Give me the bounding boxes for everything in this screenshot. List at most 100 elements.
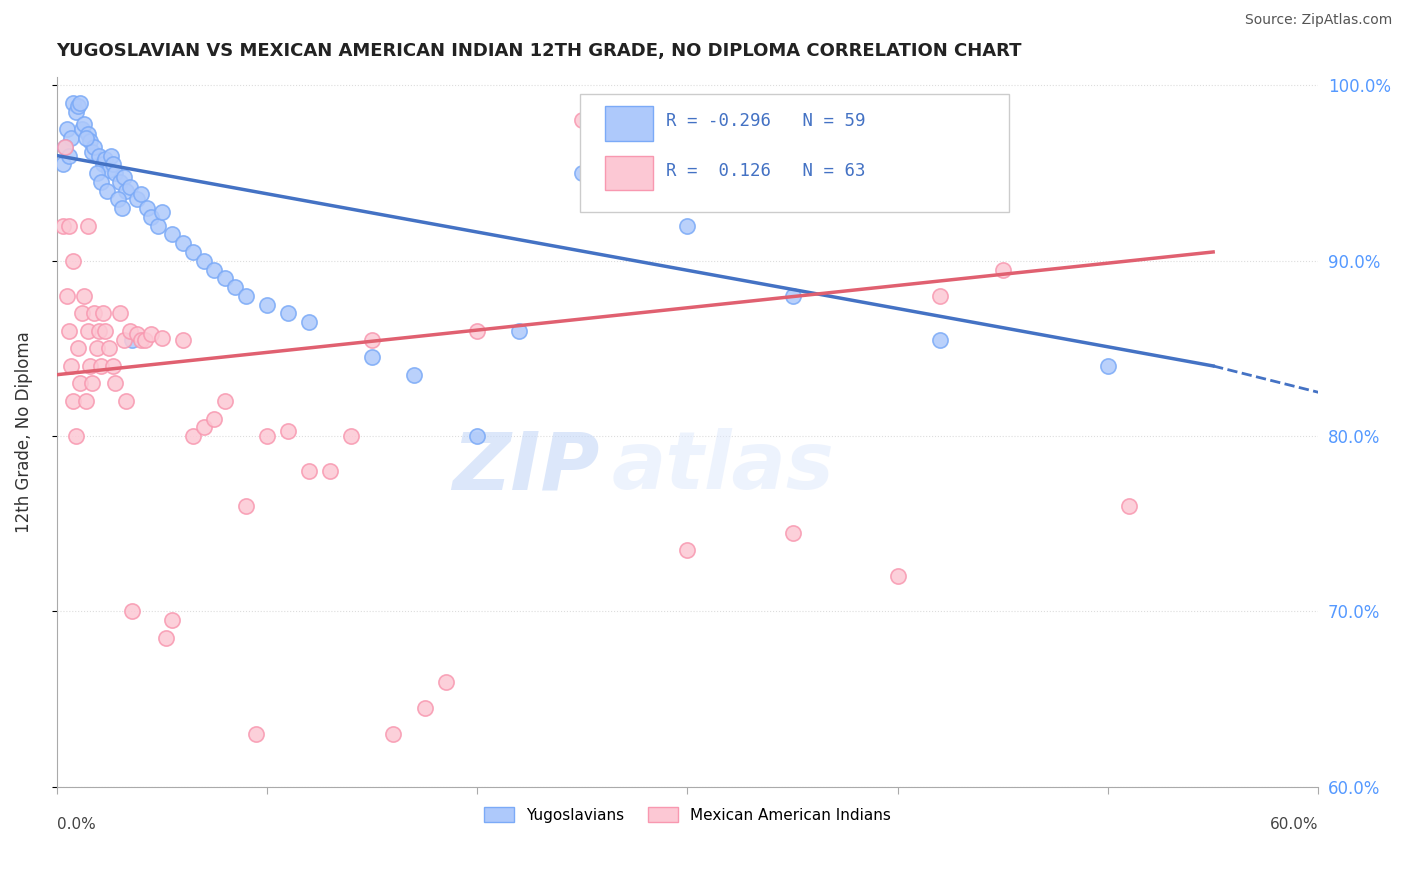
Point <box>52 219 75 233</box>
Point <box>90 359 112 373</box>
Point <box>83 140 105 154</box>
FancyBboxPatch shape <box>581 95 1010 211</box>
Point <box>193 253 215 268</box>
Point <box>224 280 246 294</box>
Point <box>108 175 131 189</box>
Point <box>75 394 97 409</box>
Point <box>319 464 342 478</box>
Point <box>96 184 118 198</box>
Point <box>120 180 142 194</box>
Text: ZIP: ZIP <box>451 428 599 507</box>
Point <box>162 227 184 242</box>
Point <box>70 306 93 320</box>
Point <box>129 333 152 347</box>
Point <box>676 543 699 558</box>
Point <box>256 297 278 311</box>
Point <box>361 350 384 364</box>
Point <box>571 113 593 128</box>
Point <box>155 631 177 645</box>
Point <box>129 187 152 202</box>
Point <box>676 219 699 233</box>
Point <box>86 342 108 356</box>
Point <box>361 333 384 347</box>
Point <box>465 324 488 338</box>
Point <box>782 525 804 540</box>
Point <box>382 727 405 741</box>
Point <box>91 157 114 171</box>
Point <box>121 605 143 619</box>
Point <box>91 306 114 320</box>
Point <box>58 148 80 162</box>
Point <box>70 122 93 136</box>
Point <box>107 192 129 206</box>
Point <box>298 315 321 329</box>
Legend: Yugoslavians, Mexican American Indians: Yugoslavians, Mexican American Indians <box>478 801 897 829</box>
Point <box>162 613 184 627</box>
Point <box>65 429 87 443</box>
Text: R = -0.296   N = 59: R = -0.296 N = 59 <box>666 112 866 130</box>
Point <box>277 306 299 320</box>
Text: R =  0.126   N = 63: R = 0.126 N = 63 <box>666 161 866 180</box>
Point <box>98 162 121 177</box>
Point <box>65 104 87 119</box>
Point <box>136 201 159 215</box>
Point <box>112 333 135 347</box>
Point <box>202 411 225 425</box>
Point <box>75 131 97 145</box>
Point <box>79 135 101 149</box>
Point <box>125 327 148 342</box>
Point <box>141 327 163 342</box>
Point <box>62 253 84 268</box>
Point <box>112 169 135 184</box>
Point <box>79 359 101 373</box>
Point <box>90 175 112 189</box>
Y-axis label: 12th Grade, No Diploma: 12th Grade, No Diploma <box>15 331 32 533</box>
FancyBboxPatch shape <box>606 156 654 190</box>
Point <box>115 394 138 409</box>
Point <box>214 394 236 409</box>
Point <box>53 140 76 154</box>
Point <box>928 289 950 303</box>
Point <box>83 306 105 320</box>
Point <box>120 324 142 338</box>
Point <box>66 342 89 356</box>
Point <box>52 157 75 171</box>
Point <box>66 99 89 113</box>
Point <box>58 219 80 233</box>
Point <box>103 157 125 171</box>
Point <box>77 324 100 338</box>
Point <box>1097 359 1119 373</box>
Point <box>434 674 457 689</box>
Point <box>62 394 84 409</box>
Point <box>141 210 163 224</box>
Point <box>782 289 804 303</box>
Point <box>98 342 121 356</box>
Point <box>82 145 104 159</box>
Point <box>181 429 204 443</box>
Point <box>181 244 204 259</box>
Point <box>298 464 321 478</box>
Point <box>87 148 110 162</box>
Point <box>134 333 156 347</box>
Point <box>235 500 257 514</box>
Point <box>340 429 363 443</box>
Point <box>94 324 117 338</box>
Point <box>103 359 125 373</box>
Text: YUGOSLAVIAN VS MEXICAN AMERICAN INDIAN 12TH GRADE, NO DIPLOMA CORRELATION CHART: YUGOSLAVIAN VS MEXICAN AMERICAN INDIAN 1… <box>56 42 1022 60</box>
Text: 0.0%: 0.0% <box>56 817 96 832</box>
FancyBboxPatch shape <box>606 106 654 141</box>
Point <box>125 192 148 206</box>
Point <box>62 95 84 110</box>
Point <box>1118 500 1140 514</box>
Text: 60.0%: 60.0% <box>1270 817 1319 832</box>
Point <box>60 131 83 145</box>
Point <box>111 201 134 215</box>
Point <box>53 140 76 154</box>
Point <box>69 376 91 391</box>
Point <box>172 333 194 347</box>
Point <box>571 166 593 180</box>
Point <box>115 184 138 198</box>
Point <box>100 148 122 162</box>
Point <box>465 429 488 443</box>
Point <box>58 324 80 338</box>
